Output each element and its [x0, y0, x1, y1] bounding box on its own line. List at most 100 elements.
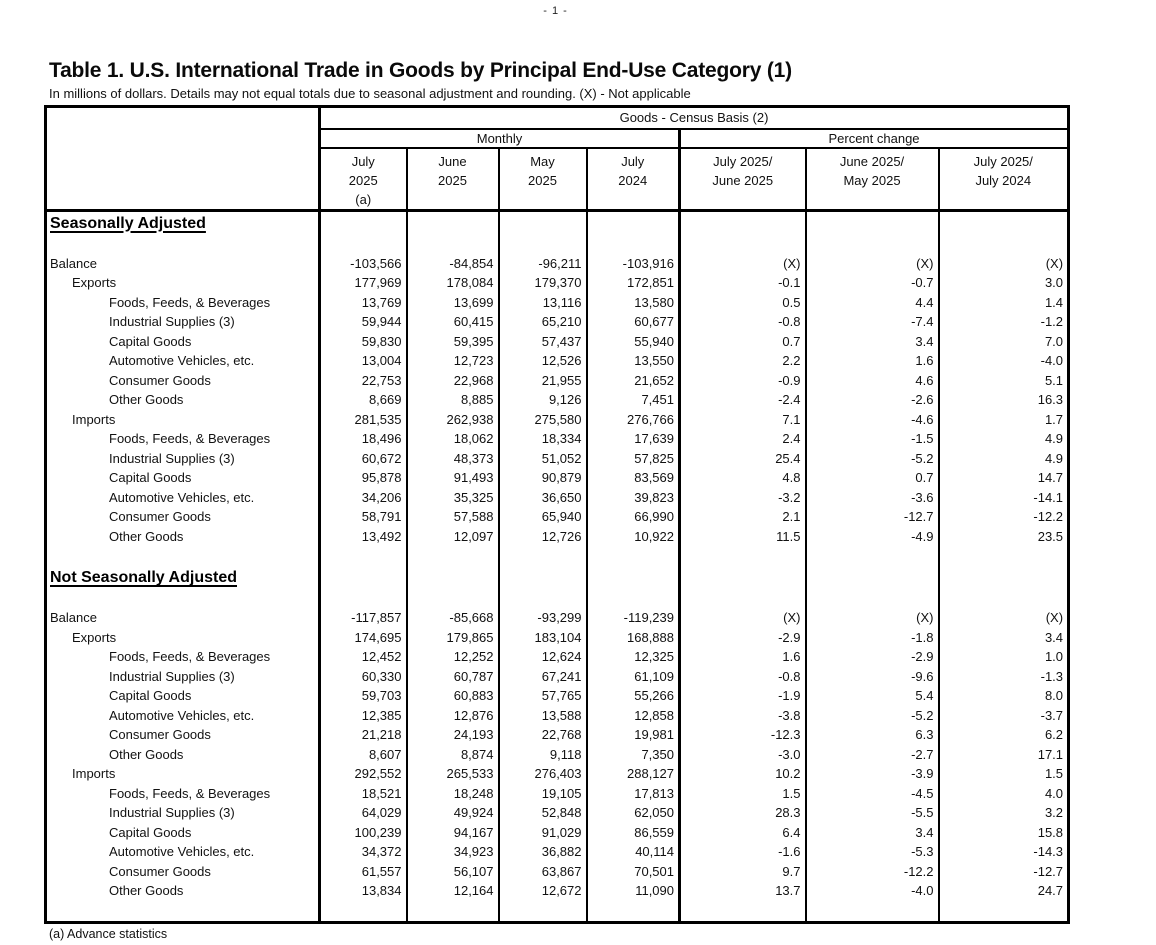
empty-cell [804, 566, 939, 590]
table-row: Foods, Feeds, & Beverages 12,452 12,252 12,… [46, 647, 1069, 667]
table-row: Other Goods 8,607 8,874 9,118 7,350 -3.0 -2.7 1… [46, 744, 1069, 764]
value-cell: 61,109 [585, 666, 680, 686]
trade-table: Goods - Census Basis (2) Monthly Percent… [44, 105, 1071, 924]
value-cell: -3.8 [678, 705, 806, 725]
empty-cell [405, 235, 499, 254]
table-row: Other Goods 13,834 12,164 12,672 11,090 13.7-… [46, 881, 1069, 901]
value-cell: -85,668 [405, 608, 499, 628]
table-row: Industrial Supplies (3) 60,330 60,787 67,24… [46, 666, 1069, 686]
value-cell: 24,193 [405, 725, 499, 745]
value-cell: 168,888 [585, 627, 680, 647]
column-header-line: July [351, 153, 375, 169]
empty-cell [497, 566, 587, 590]
table-row: Imports 292,552 265,533 276,403 288,127 10.2-… [46, 764, 1069, 784]
value-cell: 48,373 [405, 448, 499, 468]
spacer-row [46, 546, 1069, 566]
value-cell: 1.7 [937, 409, 1069, 429]
table-row: Capital Goods 95,878 91,493 90,879 83,569 4.8… [46, 468, 1069, 488]
value-cell: 3.4 [804, 822, 939, 842]
row-label: Other Goods [109, 528, 184, 544]
row-label: Other Goods [109, 392, 184, 407]
row-label: Automotive Vehicles, etc. [109, 489, 255, 505]
value-cell: 91,029 [497, 822, 587, 842]
value-cell: -0.7 [804, 273, 939, 293]
value-cell: -2.9 [804, 647, 939, 667]
section-heading-text: Seasonally Adjusted [50, 214, 206, 232]
value-cell: 288,127 [585, 764, 680, 784]
empty-cell [804, 546, 939, 566]
value-cell: 281,535 [318, 409, 407, 429]
value-cell: 1.5 [678, 783, 806, 803]
value-cell: -2.9 [678, 627, 806, 647]
value-cell: 2.1 [678, 507, 806, 527]
value-cell: 34,923 [405, 842, 499, 862]
value-cell: 12,325 [585, 647, 680, 667]
value-cell: -1.5 [804, 429, 939, 449]
value-cell: 8,885 [405, 390, 499, 410]
empty-cell [318, 900, 407, 923]
value-cell: -3.0 [678, 744, 806, 764]
value-cell: 51,052 [497, 448, 587, 468]
value-cell: 35,325 [405, 487, 499, 507]
empty-cell [46, 546, 320, 566]
row-label: Consumer Goods [109, 509, 211, 524]
row-label: Consumer Goods [109, 727, 211, 742]
column-header-line: 2025 [438, 172, 467, 188]
row-label: Capital Goods [109, 470, 192, 485]
empty-cell [585, 566, 680, 590]
value-cell: 5.1 [937, 370, 1069, 390]
value-cell: 7.1 [678, 409, 806, 429]
value-cell: -5.2 [804, 705, 939, 725]
value-cell: 21,218 [318, 725, 407, 745]
value-cell: 4.4 [804, 292, 939, 312]
value-cell: -5.2 [804, 448, 939, 468]
table-header: Goods - Census Basis (2) Monthly Percent… [45, 106, 1069, 210]
value-cell: 21,955 [497, 370, 587, 390]
value-cell: (X) [804, 608, 939, 628]
empty-cell [804, 900, 939, 923]
empty-cell [318, 566, 407, 590]
row-label: Balance [50, 255, 97, 271]
empty-cell [585, 590, 680, 608]
value-cell: 5.4 [804, 686, 939, 706]
footnote-advance-statistics: (a) Advance statistics [49, 927, 168, 941]
value-cell: 1.0 [937, 647, 1069, 667]
value-cell: 8.0 [937, 686, 1069, 706]
value-cell: 4.0 [937, 783, 1069, 803]
spacer-row [46, 235, 1069, 254]
section-heading-row: Not Seasonally Adjusted [46, 566, 1069, 590]
empty-cell [405, 590, 499, 608]
value-cell: 18,062 [405, 429, 499, 449]
value-cell: 276,403 [497, 764, 587, 784]
value-cell: 177,969 [318, 273, 407, 293]
row-label: Foods, Feeds, & Beverages [109, 431, 271, 446]
value-cell: -12.7 [937, 861, 1069, 881]
value-cell: 11,090 [585, 881, 680, 901]
value-cell: -3.9 [804, 764, 939, 784]
value-cell: 17,639 [585, 429, 680, 449]
value-cell: 0.7 [804, 468, 939, 488]
value-cell: 265,533 [405, 764, 499, 784]
table-row: Consumer Goods 21,218 24,193 22,768 19,981 -1… [46, 725, 1069, 745]
value-cell: 12,097 [405, 526, 499, 546]
value-cell: 59,703 [318, 686, 407, 706]
value-cell: 12,726 [497, 526, 587, 546]
empty-cell [405, 900, 499, 923]
column-header-row: July 2025 (a) June 2025 May 2025 July [46, 147, 1069, 210]
value-cell: (X) [678, 608, 806, 628]
value-cell: 17,813 [585, 783, 680, 803]
empty-cell [497, 210, 587, 236]
value-cell: 183,104 [497, 627, 587, 647]
row-label: Automotive Vehicles, etc. [109, 353, 255, 368]
table-row: Automotive Vehicles, etc. 12,385 12,876 13,… [46, 705, 1069, 725]
value-cell: 13,492 [318, 526, 407, 546]
value-cell: 2.2 [678, 351, 806, 371]
value-cell: -12.7 [804, 507, 939, 527]
value-cell: -96,211 [497, 253, 587, 273]
row-label: Exports [72, 629, 117, 645]
empty-cell [937, 210, 1069, 236]
empty-cell [497, 900, 587, 923]
table-row: Other Goods 8,669 8,885 9,126 7,451 -2.4 -2.6 1… [46, 390, 1069, 410]
value-cell: 24.7 [937, 881, 1069, 901]
group-header-monthly: Monthly [319, 128, 680, 149]
